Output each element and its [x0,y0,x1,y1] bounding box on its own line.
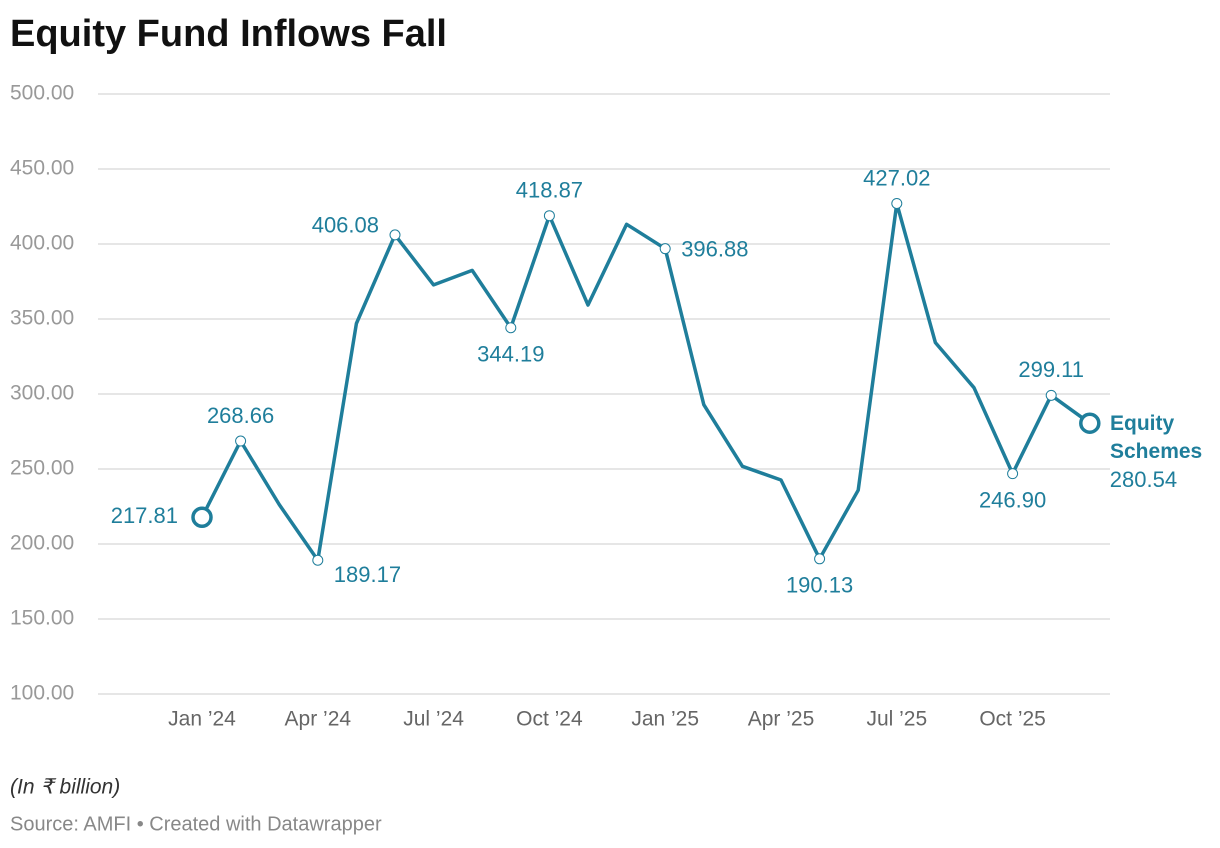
point [235,435,247,447]
point [191,506,213,529]
note: (In ₹ billion) [10,776,120,799]
data-label: 427.02 [863,165,930,190]
data-label: 189.17 [334,562,401,587]
x-tick-label: Jul ’25 [866,708,927,731]
point [1079,412,1101,434]
data-label: 217.81 [111,503,178,528]
point [891,197,903,209]
point [505,322,517,334]
x-tick-label: Jul ’24 [403,708,464,731]
data-label: 268.66 [207,403,274,428]
x-tick-label: Apr ’25 [748,708,815,731]
series-label: Equity Schemes [1110,412,1203,463]
data-label: 418.87 [516,178,583,203]
data-label: 344.19 [477,342,544,367]
x-tick-label: Oct ’24 [516,708,583,731]
data-label: 396.88 [681,236,748,261]
y-tick-label: 150.00 [10,607,74,630]
point [389,229,401,241]
point [1007,468,1019,480]
data-label: 406.08 [312,213,379,238]
data-label: 246.90 [979,487,1046,512]
line [200,201,1091,562]
x-tick-label: Jan ’25 [631,708,699,731]
y-tick-label: 250.00 [10,457,74,480]
data-label: 299.11 [1018,357,1084,382]
y-tick-label: 400.00 [10,232,74,255]
y-tick-label: 100.00 [10,682,74,705]
y-tick-label: 500.00 [10,82,74,105]
y-tick-label: 300.00 [10,382,74,405]
source: Source: AMFI • Created with Datawrapper [10,813,382,835]
y-tick-label: 200.00 [10,532,74,555]
data-label: 190.13 [786,573,853,598]
chart-title: Equity Fund Inflows Fall [10,13,447,55]
point [814,553,826,565]
point [1045,389,1057,401]
y-tick-label: 450.00 [10,157,74,180]
y-tick-label: 350.00 [10,307,74,330]
x-tick-label: Apr ’24 [285,708,352,731]
x-tick-label: Oct ’25 [979,708,1046,731]
point [659,243,671,255]
data-label: 280.54 [1110,467,1177,492]
point [543,210,555,222]
point [312,554,324,566]
x-tick-label: Jan ’24 [168,708,236,731]
